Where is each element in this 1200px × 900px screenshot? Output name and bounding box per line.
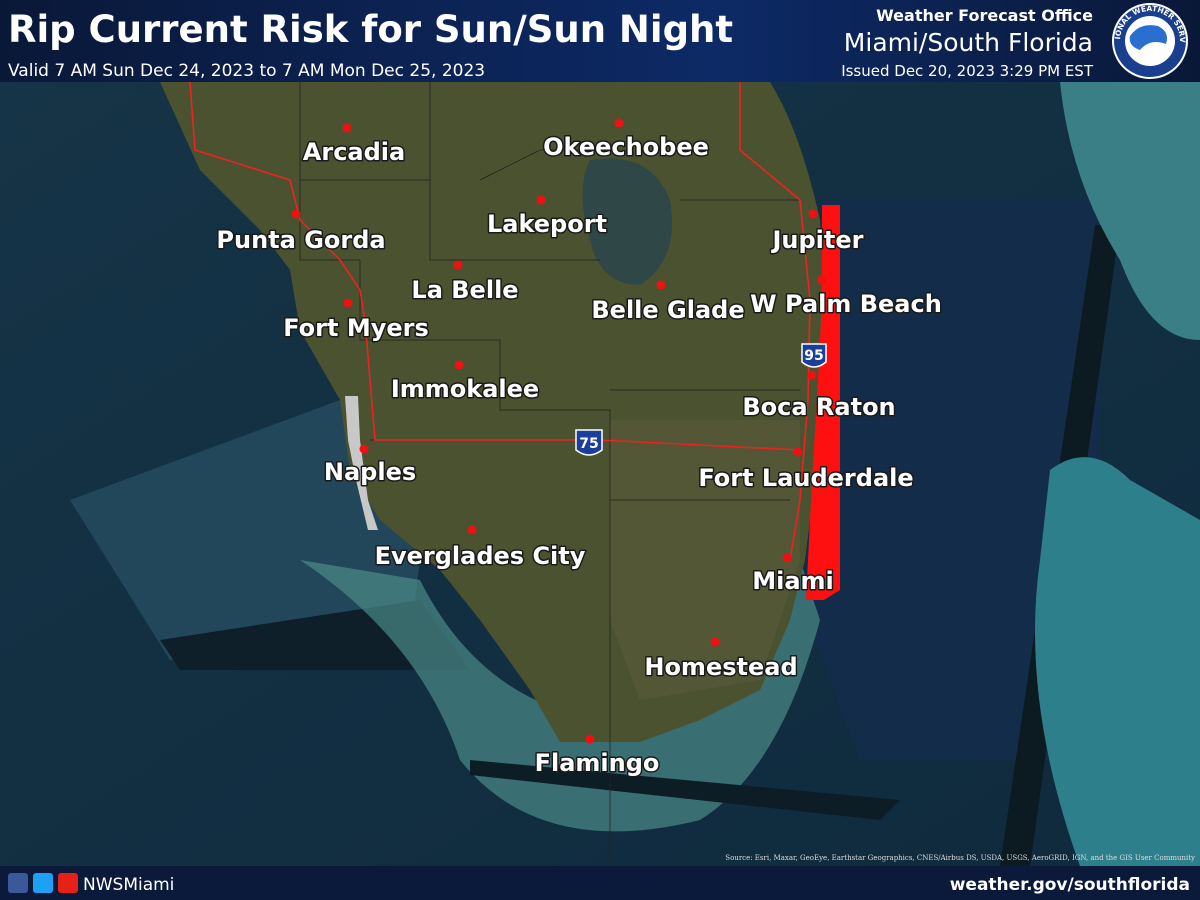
header: Rip Current Risk for Sun/Sun Night Valid… bbox=[0, 0, 1200, 82]
city-label: Flamingo bbox=[535, 749, 660, 777]
shield bbox=[575, 429, 603, 456]
city-label: La Belle bbox=[411, 276, 518, 304]
city-label: Okeechobee bbox=[543, 133, 709, 161]
city-marker bbox=[536, 195, 546, 205]
city-marker bbox=[343, 298, 353, 308]
city-label: Jupiter bbox=[770, 226, 863, 254]
city-marker bbox=[467, 525, 477, 535]
city-label: Fort Lauderdale bbox=[698, 464, 913, 492]
city-label: Fort Myers bbox=[283, 314, 429, 342]
city-label: Homestead bbox=[644, 653, 797, 681]
high-risk-zone bbox=[806, 205, 840, 600]
bahamas bbox=[1060, 82, 1200, 340]
city-label: Naples bbox=[324, 458, 416, 486]
source-credit: Source: Esri, Maxar, GeoEye, Earthstar G… bbox=[725, 854, 1195, 862]
highway-label: 75 bbox=[579, 436, 598, 452]
city-label: Punta Gorda bbox=[216, 226, 385, 254]
city-marker bbox=[656, 280, 666, 290]
office-name: Miami/South Florida bbox=[844, 28, 1093, 57]
youtube-icon[interactable] bbox=[58, 873, 78, 893]
low-risk-zone bbox=[345, 396, 378, 530]
footer-bar bbox=[0, 866, 1200, 900]
social-handle[interactable]: NWSMiami bbox=[83, 875, 174, 895]
city-marker bbox=[585, 734, 595, 744]
city-label: Immokalee bbox=[391, 375, 539, 403]
city-marker bbox=[817, 275, 827, 285]
shallows bbox=[300, 560, 820, 832]
city-label: Arcadia bbox=[303, 138, 405, 166]
city-label: Everglades City bbox=[375, 542, 586, 570]
highway-shield: 95 75 bbox=[575, 343, 827, 456]
roads bbox=[189, 81, 811, 561]
atlantic bbox=[800, 200, 1100, 760]
twitter-icon[interactable] bbox=[33, 873, 53, 893]
city-label: W Palm Beach bbox=[750, 290, 942, 318]
valid-time: Valid 7 AM Sun Dec 24, 2023 to 7 AM Mon … bbox=[8, 61, 485, 81]
city-marker bbox=[614, 118, 624, 128]
logo-cloud bbox=[1129, 25, 1167, 50]
keys-shadow bbox=[470, 760, 900, 820]
map: 95 75 Arcadia Okeechobee Punta Gorda Lakepo… bbox=[0, 81, 1200, 866]
facebook-icon[interactable] bbox=[8, 873, 28, 893]
title: Rip Current Risk for Sun/Sun Night bbox=[8, 8, 733, 51]
city-marker bbox=[291, 209, 301, 219]
office-label: Weather Forecast Office bbox=[876, 6, 1093, 25]
header-bar bbox=[0, 0, 1200, 82]
shield bbox=[801, 343, 827, 368]
city-marker bbox=[454, 360, 464, 370]
city-label: Lakeport bbox=[487, 210, 607, 238]
city-label: Miami bbox=[752, 567, 834, 595]
issued-time: Issued Dec 20, 2023 3:29 PM EST bbox=[841, 62, 1094, 80]
road bbox=[189, 81, 811, 561]
city-label: Belle Glade bbox=[591, 296, 744, 324]
city-marker bbox=[808, 209, 818, 219]
everglades bbox=[610, 420, 800, 700]
cities: Arcadia Okeechobee Punta Gorda Lakeport La B… bbox=[215, 118, 943, 779]
city-marker bbox=[793, 447, 803, 457]
city-marker bbox=[359, 444, 369, 454]
footer: NWSMiami weather.gov/southflorida bbox=[0, 866, 1200, 900]
highway-label: 95 bbox=[804, 348, 823, 364]
city-label: Boca Raton bbox=[742, 393, 895, 421]
city-marker bbox=[342, 123, 352, 133]
lake-okeechobee bbox=[582, 158, 672, 285]
city-marker bbox=[782, 553, 792, 563]
city-marker bbox=[807, 370, 817, 380]
gulf-shelf bbox=[70, 400, 420, 660]
city-marker bbox=[710, 637, 720, 647]
city-marker bbox=[453, 260, 463, 270]
bahamas-banks bbox=[1035, 457, 1200, 866]
website[interactable]: weather.gov/southflorida bbox=[950, 875, 1190, 895]
